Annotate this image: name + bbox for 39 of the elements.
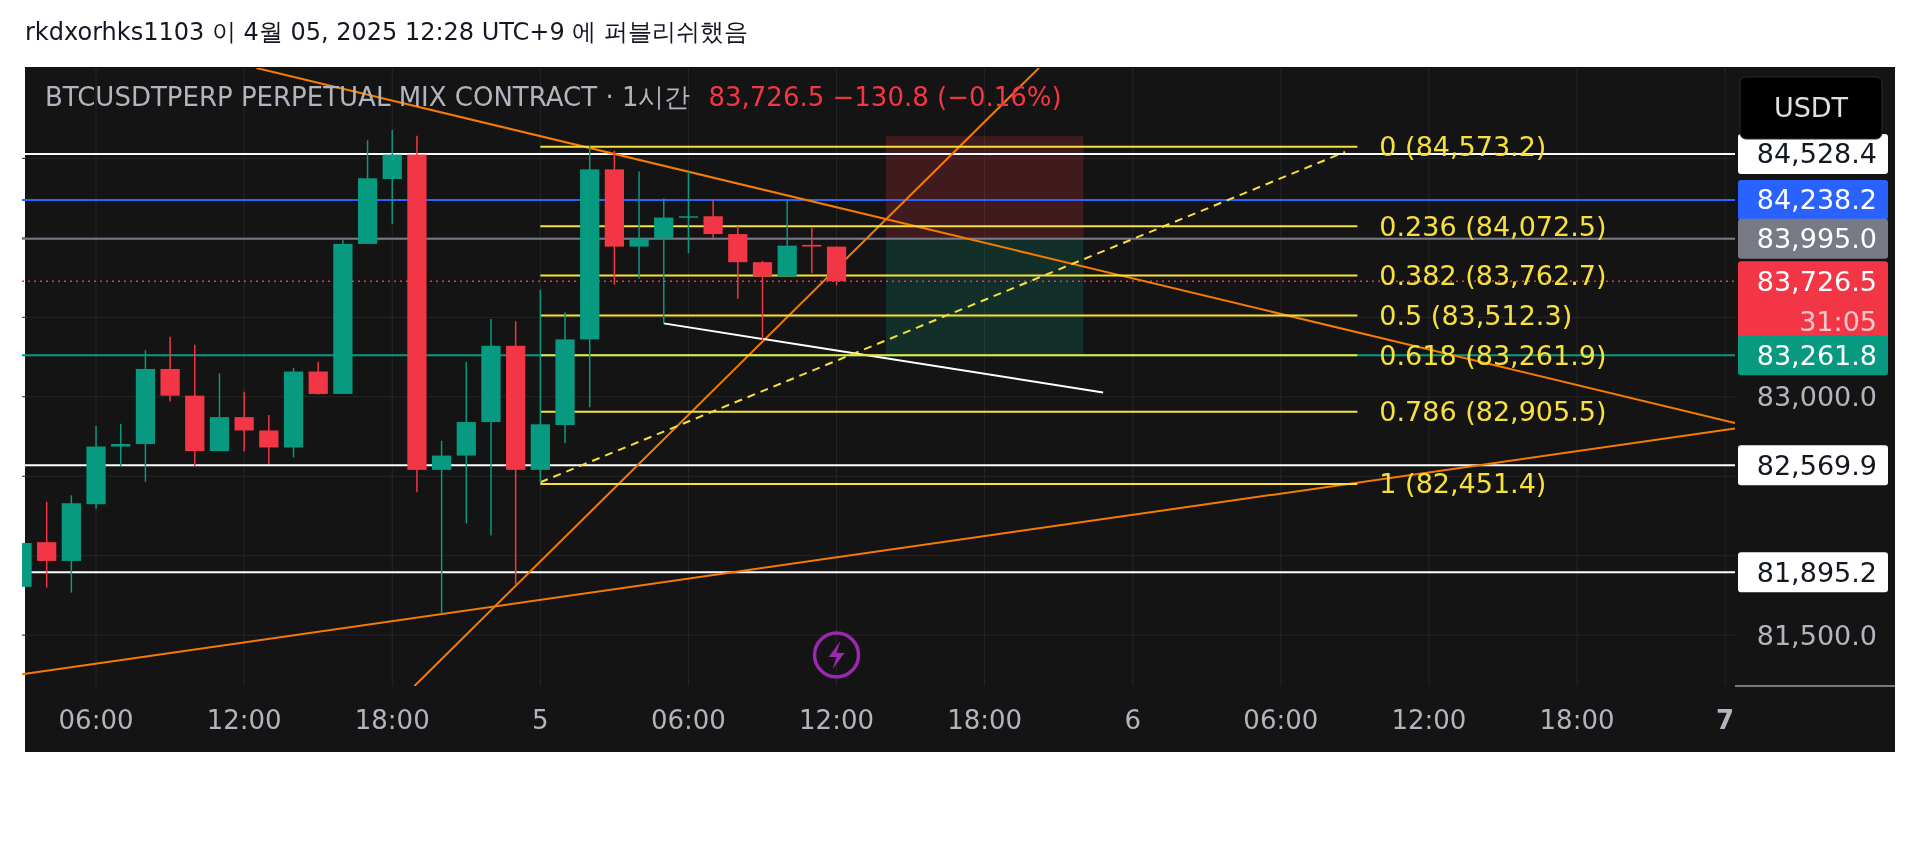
x-tick-label: 5 — [532, 705, 549, 736]
candlestick — [703, 198, 723, 241]
ref-line-label: 83,995.0 — [1756, 223, 1877, 255]
text: BTCUSDTPERP PERPETUAL MIX CONTRACT · 1시간 — [45, 82, 691, 112]
candlestick — [259, 414, 279, 465]
x-tick-label: 18:00 — [947, 705, 1023, 736]
x-tick-label: 12:00 — [206, 705, 282, 736]
y-tick-label: 81,500.0 — [1756, 619, 1877, 651]
ref-line-label: 82,569.9 — [1756, 449, 1877, 481]
candlestick — [629, 170, 649, 280]
candlestick — [802, 226, 822, 275]
x-tick-label: 06:00 — [650, 705, 726, 736]
ref-line-label: 83,261.8 — [1756, 339, 1877, 371]
candlestick — [37, 501, 57, 589]
ref-line-label: 84,528.4 — [1756, 138, 1877, 170]
series-label: 0.5 (83,512.3) — [1379, 299, 1573, 331]
series-label: 0.236 (84,072.5) — [1379, 210, 1607, 242]
ref-line-label: 83,726.5 31:05 — [1756, 265, 1877, 337]
series-label: 0.382 (83,762.7) — [1379, 260, 1607, 292]
x-tick-label: 18:00 — [354, 705, 430, 736]
x-tick-label: 7 — [1716, 705, 1735, 736]
candlestick — [234, 390, 254, 452]
chart-title: rkdxorhks1103 이 4월 05, 2025 12:28 UTC+9 에 퍼블리쉬했음 — [25, 18, 748, 46]
x-tick-label: 12:00 — [799, 705, 875, 736]
ref-line-label: 81,895.2 — [1756, 556, 1877, 588]
x-tick-label: 18:00 — [1539, 705, 1615, 736]
x-tick-label: 06:00 — [58, 705, 134, 736]
candlestick — [431, 440, 452, 615]
x-tick-label: 6 — [1124, 705, 1142, 736]
series-label: 0.786 (82,905.5) — [1379, 396, 1607, 428]
y-tick-label: 83,000.0 — [1756, 381, 1877, 413]
ref-line-label: 84,238.2 — [1756, 184, 1877, 216]
x-tick-label: 06:00 — [1243, 705, 1319, 736]
y-axis-title: USDT — [1773, 92, 1849, 124]
candlestick — [678, 170, 699, 255]
candlestick — [111, 423, 131, 467]
candlestick — [654, 197, 674, 325]
candlestick — [308, 361, 328, 396]
x-tick-label: 12:00 — [1391, 705, 1467, 736]
